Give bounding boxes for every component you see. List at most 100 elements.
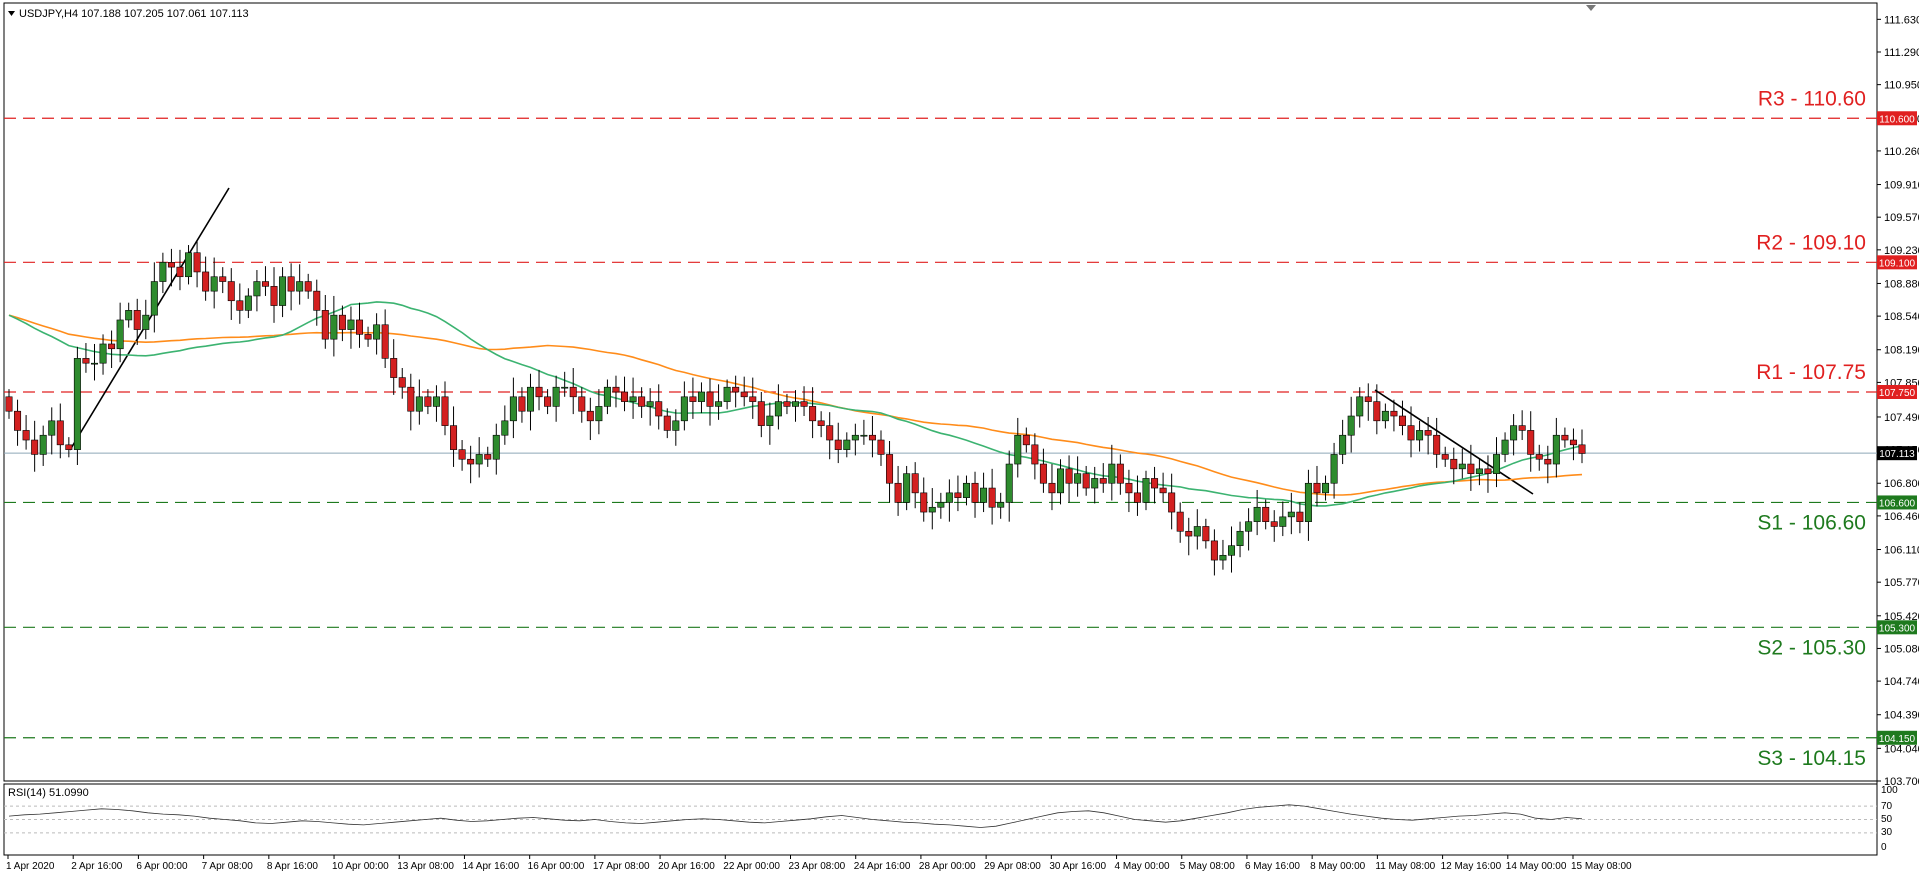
candle-body — [1065, 468, 1073, 484]
candle — [826, 412, 834, 460]
candle-body — [116, 319, 124, 350]
candle — [467, 445, 475, 484]
candle — [578, 387, 586, 423]
candle-body — [167, 262, 175, 268]
candle-body — [1005, 463, 1013, 503]
candle — [817, 411, 825, 438]
candle — [31, 420, 39, 472]
candle — [159, 252, 167, 294]
candle-body — [723, 386, 731, 402]
rsi-ticks: 100 70 50 30 0 — [1881, 785, 1898, 853]
candle-body — [646, 401, 654, 407]
candle — [142, 299, 150, 340]
candle-body — [364, 334, 372, 340]
candle-body — [1535, 454, 1543, 460]
candle — [535, 369, 543, 411]
level-label: S1 - 106.60 — [1757, 511, 1866, 534]
candle-body — [920, 492, 928, 513]
candle — [1356, 387, 1364, 428]
candle — [1535, 444, 1543, 471]
candle-body — [287, 276, 295, 292]
level-price-tag — [1877, 730, 1917, 745]
candle-body — [133, 310, 141, 330]
x-tick-label: 8 May 00:00 — [1310, 861, 1365, 872]
scroll-marker-icon[interactable] — [1586, 5, 1596, 11]
level-label: S2 - 105.30 — [1757, 636, 1866, 659]
y-tick-label: 108.190 — [1884, 345, 1919, 357]
candle — [1407, 406, 1415, 458]
candle-body — [432, 396, 440, 407]
candle — [663, 408, 671, 439]
candle — [125, 302, 133, 328]
rsi-label: RSI(14) 51.0990 — [8, 787, 89, 799]
candle — [706, 378, 714, 426]
candle-body — [1022, 434, 1030, 446]
candle — [766, 402, 774, 445]
candle — [1091, 466, 1099, 504]
candle — [800, 386, 808, 417]
candle — [1022, 427, 1030, 453]
x-tick-label: 13 Apr 08:00 — [397, 861, 454, 872]
y-tick-label: 111.290 — [1884, 47, 1919, 59]
candle — [338, 305, 346, 342]
candle — [980, 472, 988, 513]
candle-body — [39, 434, 47, 455]
candle — [1552, 417, 1560, 478]
candle — [304, 273, 312, 299]
candle — [920, 477, 928, 522]
candle — [287, 263, 295, 311]
candle-body — [65, 444, 73, 450]
candle — [1330, 442, 1338, 499]
y-tick-label: 105.080 — [1884, 643, 1919, 655]
candle — [749, 377, 757, 419]
candle-body — [603, 386, 611, 407]
candle-body — [834, 439, 842, 450]
candle-body — [518, 396, 526, 412]
candle-body — [954, 492, 962, 498]
candle-body — [1185, 530, 1193, 537]
candle — [1475, 459, 1483, 486]
candle-body — [14, 410, 22, 431]
candle-body — [330, 314, 338, 340]
candle — [928, 488, 936, 530]
candle — [1168, 473, 1176, 530]
x-tick-label: 15 May 08:00 — [1571, 861, 1632, 872]
candle-body — [997, 502, 1005, 508]
candle-body — [1510, 425, 1518, 441]
candle — [1245, 508, 1253, 551]
candle — [1510, 414, 1518, 456]
candle — [82, 343, 90, 373]
y-tick-label: 109.910 — [1884, 180, 1919, 192]
candle — [14, 399, 22, 446]
candle — [1313, 465, 1321, 507]
candle — [1159, 472, 1167, 503]
candle-body — [509, 396, 517, 422]
rising-trendline — [69, 187, 230, 451]
candle-body — [980, 487, 988, 503]
candle — [475, 437, 483, 478]
candle-body — [817, 420, 825, 426]
candle-body — [629, 396, 637, 402]
candle-body — [475, 454, 483, 465]
candle — [415, 379, 423, 425]
level-price-tag-text: 107.750 — [1879, 388, 1916, 399]
candle-body — [1467, 463, 1475, 474]
candle — [911, 462, 919, 509]
candle — [133, 298, 141, 345]
candle-body — [441, 396, 449, 426]
candle — [1416, 420, 1424, 452]
candle — [390, 339, 398, 395]
candle-body — [73, 358, 81, 450]
candle-body — [1125, 482, 1133, 494]
x-tick-label: 12 May 16:00 — [1441, 861, 1502, 872]
candle-body — [1416, 430, 1424, 441]
candle-body — [210, 276, 218, 292]
candle-body — [125, 310, 133, 321]
dropdown-triangle-icon[interactable] — [8, 11, 15, 16]
candle-body — [578, 396, 586, 412]
candle — [116, 302, 124, 363]
candle — [381, 309, 389, 368]
candle — [715, 384, 723, 420]
candle-body — [193, 252, 201, 273]
